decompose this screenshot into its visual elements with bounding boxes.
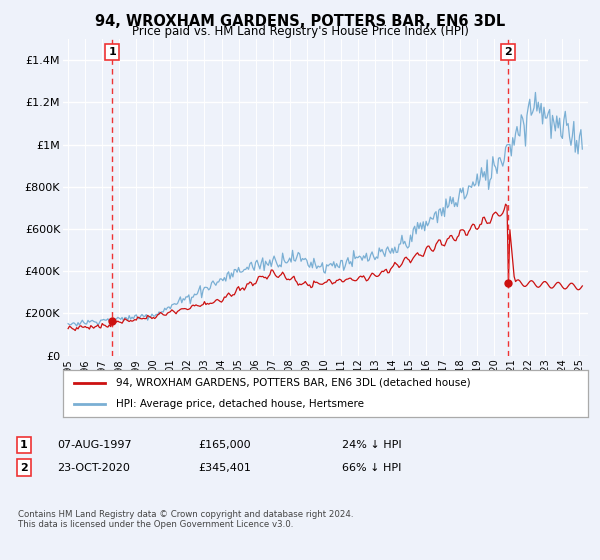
Text: 94, WROXHAM GARDENS, POTTERS BAR, EN6 3DL (detached house): 94, WROXHAM GARDENS, POTTERS BAR, EN6 3D…: [115, 378, 470, 388]
Text: HPI: Average price, detached house, Hertsmere: HPI: Average price, detached house, Hert…: [115, 399, 364, 409]
Text: 1: 1: [20, 440, 28, 450]
Text: 07-AUG-1997: 07-AUG-1997: [57, 440, 131, 450]
Text: Contains HM Land Registry data © Crown copyright and database right 2024.
This d: Contains HM Land Registry data © Crown c…: [18, 510, 353, 529]
Text: Price paid vs. HM Land Registry's House Price Index (HPI): Price paid vs. HM Land Registry's House …: [131, 25, 469, 38]
Text: 94, WROXHAM GARDENS, POTTERS BAR, EN6 3DL: 94, WROXHAM GARDENS, POTTERS BAR, EN6 3D…: [95, 14, 505, 29]
Text: 66% ↓ HPI: 66% ↓ HPI: [342, 463, 401, 473]
Text: 2: 2: [504, 47, 512, 57]
Text: £345,401: £345,401: [198, 463, 251, 473]
Text: £165,000: £165,000: [198, 440, 251, 450]
Text: 2: 2: [20, 463, 28, 473]
Text: 23-OCT-2020: 23-OCT-2020: [57, 463, 130, 473]
Text: 24% ↓ HPI: 24% ↓ HPI: [342, 440, 401, 450]
Text: 1: 1: [109, 47, 116, 57]
